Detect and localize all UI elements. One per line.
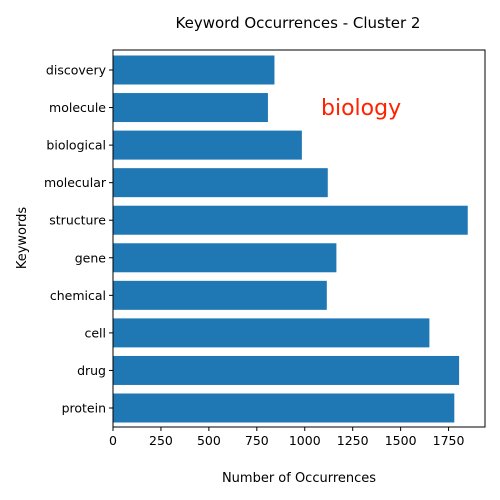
y-tick-label: drug [77, 363, 106, 378]
y-tick-label: molecule [49, 100, 106, 115]
bar-molecular [113, 168, 328, 198]
x-tick-label: 0 [109, 433, 117, 448]
x-tick-label: 750 [245, 433, 269, 448]
y-tick-label: biological [46, 138, 106, 153]
chart-annotation: biology [321, 96, 401, 121]
y-tick-label: molecular [44, 175, 107, 190]
bar-cell [113, 318, 430, 348]
x-tick-label: 250 [149, 433, 173, 448]
bar-discovery [113, 55, 275, 85]
bars-group [113, 55, 468, 423]
x-tick-label: 1750 [433, 433, 465, 448]
y-tick-label: protein [62, 401, 106, 416]
x-axis-label: Number of Occurrences [222, 471, 376, 486]
x-tick-label: 1250 [337, 433, 369, 448]
y-axis-ticks: protein drug cell chemical gene structure mole… [44, 63, 113, 416]
y-tick-label: gene [75, 250, 107, 265]
x-tick-label: 500 [197, 433, 221, 448]
bar-gene [113, 243, 337, 273]
chart-title: Keyword Occurrences - Cluster 2 [176, 14, 421, 32]
y-tick-label: discovery [46, 63, 107, 78]
x-tick-label: 1500 [385, 433, 417, 448]
bar-molecule [113, 93, 268, 123]
y-axis-label: Keywords [15, 207, 30, 270]
bar-drug [113, 355, 460, 385]
x-tick-label: 1000 [289, 433, 321, 448]
y-tick-label: structure [49, 213, 106, 228]
bar-biological [113, 130, 302, 160]
y-tick-label: chemical [50, 288, 106, 303]
y-tick-label: cell [84, 325, 106, 340]
bar-chemical [113, 280, 327, 310]
plot-frame [112, 49, 486, 428]
x-axis-ticks: 0 250 500 750 1000 1250 1500 1750 [109, 427, 465, 448]
bar-protein [113, 393, 455, 423]
bar-structure [113, 205, 468, 235]
